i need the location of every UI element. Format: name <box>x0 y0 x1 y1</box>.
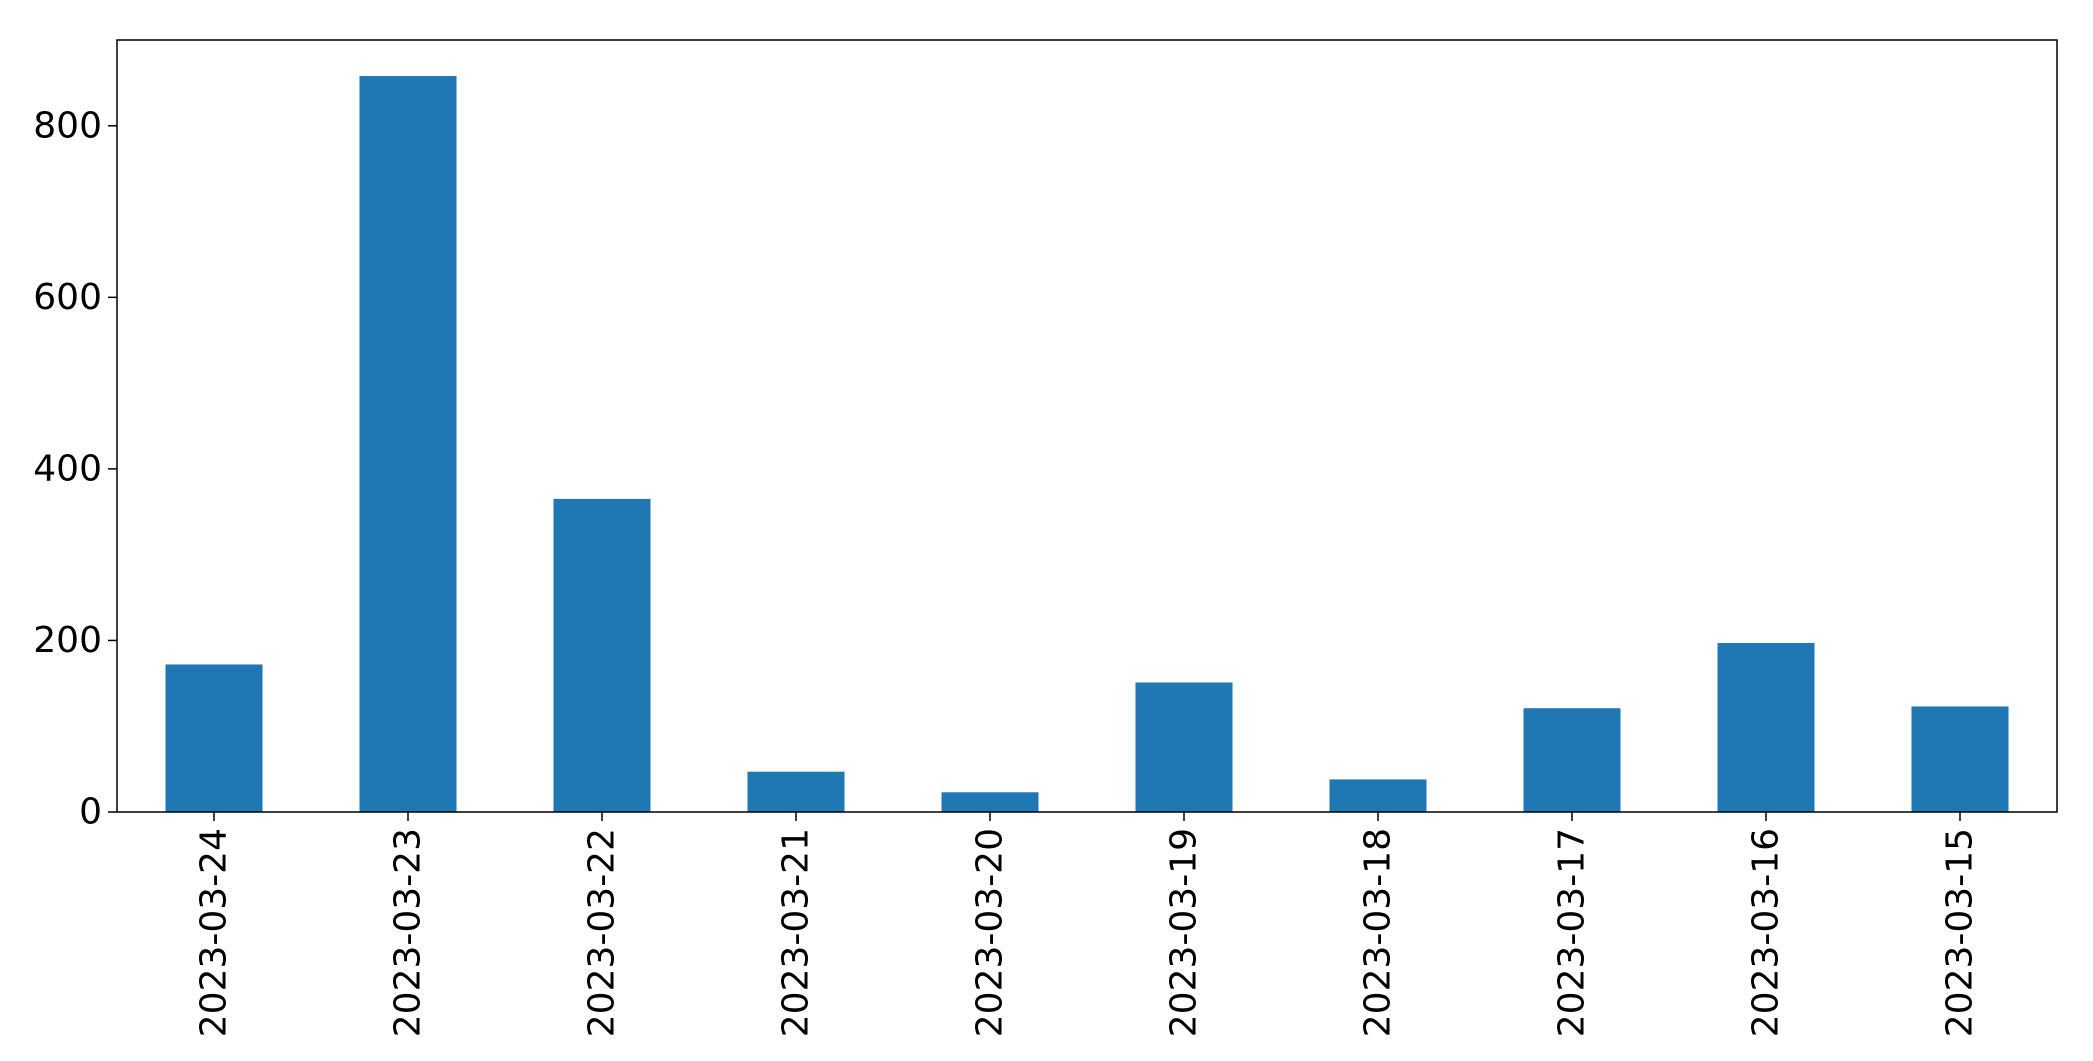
y-tick-label: 0 <box>79 792 102 833</box>
x-tick-label: 2023-03-19 <box>1164 828 1205 1037</box>
bar-2023-03-24 <box>165 664 263 812</box>
x-tick-label: 2023-03-16 <box>1746 828 1787 1037</box>
x-axis: 2023-03-24 2023-03-23 2023-03-22 2023-03-21… <box>194 812 1981 1037</box>
bar-2023-03-18 <box>1329 779 1427 812</box>
y-tick-label: 800 <box>33 105 102 146</box>
x-tick-label: 2023-03-24 <box>194 828 235 1037</box>
x-tick-label: 2023-03-21 <box>776 828 817 1037</box>
bar-2023-03-22 <box>553 498 651 812</box>
x-tick-label: 2023-03-22 <box>582 828 623 1037</box>
x-tick-label: 2023-03-20 <box>970 828 1011 1037</box>
plot-frame <box>116 39 2058 813</box>
bar-2023-03-16 <box>1717 643 1815 812</box>
bar-2023-03-17 <box>1523 708 1621 812</box>
bars-group <box>165 76 2009 812</box>
y-axis: 0 200 400 600 800 <box>33 105 117 833</box>
bar-2023-03-23 <box>359 76 457 812</box>
y-tick-label: 200 <box>33 620 102 661</box>
y-tick-label: 400 <box>33 448 102 489</box>
bar-2023-03-20 <box>941 792 1039 812</box>
bar-2023-03-21 <box>747 771 845 812</box>
x-tick-label: 2023-03-18 <box>1358 828 1399 1037</box>
x-tick-label: 2023-03-23 <box>388 828 429 1037</box>
x-tick-label: 2023-03-17 <box>1552 828 1593 1037</box>
x-tick-label: 2023-03-15 <box>1940 828 1981 1037</box>
bar-2023-03-15 <box>1911 706 2009 812</box>
y-tick-label: 600 <box>33 277 102 318</box>
bar-2023-03-19 <box>1135 682 1233 812</box>
